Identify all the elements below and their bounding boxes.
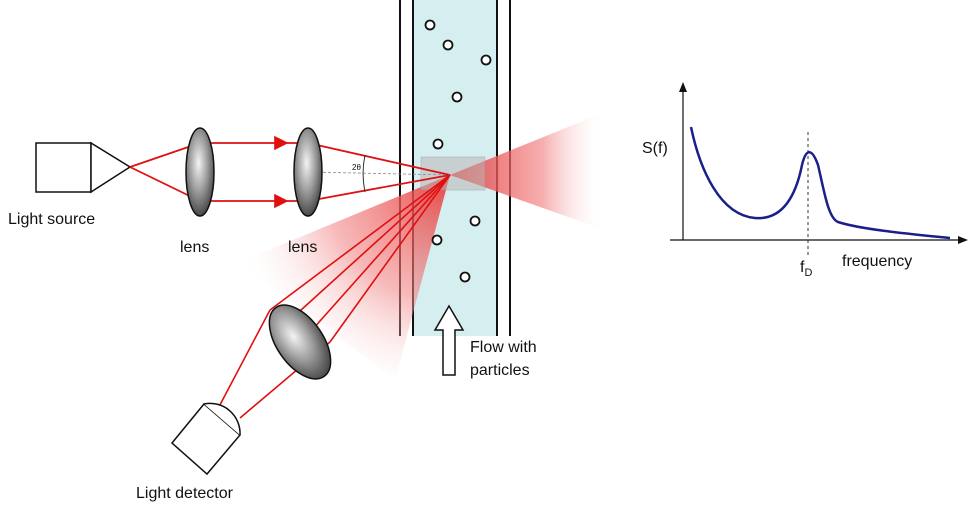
lens-1-icon	[185, 127, 215, 217]
flow-label-line-2: particles	[470, 362, 530, 379]
light-source-label: Light source	[8, 211, 95, 228]
back-scatter-cone	[240, 175, 450, 380]
particle	[469, 215, 481, 227]
particle	[442, 39, 454, 51]
particles	[424, 19, 492, 283]
light-detector-icon	[170, 402, 242, 476]
detector-lens-icon	[268, 304, 332, 380]
spectrum-curve	[689, 126, 951, 240]
y-axis-label: S(f)	[642, 140, 668, 157]
lens-2-icon	[293, 127, 323, 217]
laser-beams-input	[129, 135, 451, 209]
angle-label: 2θ	[352, 163, 361, 172]
measurement-volume	[420, 156, 486, 191]
forward-scatter-cone	[450, 112, 605, 230]
x-axis-label: frequency	[842, 253, 912, 270]
optical-axis	[307, 171, 451, 176]
flow-label-line-1: Flow with	[470, 339, 537, 356]
y-axis-arrow-icon	[679, 82, 687, 92]
light-source-icon	[35, 141, 132, 194]
particle	[451, 91, 463, 103]
light-detector-label: Light detector	[136, 485, 234, 502]
angle-arc	[362, 154, 366, 193]
particle	[432, 138, 444, 150]
lens-1-label: lens	[180, 239, 209, 256]
spectrum-plot: S(f) frequency fD	[642, 82, 968, 279]
flow-arrow-icon	[433, 304, 465, 376]
particle	[459, 271, 471, 283]
particle	[431, 234, 443, 246]
particle	[424, 19, 436, 31]
scattered-rays	[211, 174, 451, 421]
peak-label: fD	[800, 259, 812, 279]
particle	[480, 54, 492, 66]
lens-2-label: lens	[288, 239, 317, 256]
x-axis-arrow-icon	[958, 236, 968, 244]
